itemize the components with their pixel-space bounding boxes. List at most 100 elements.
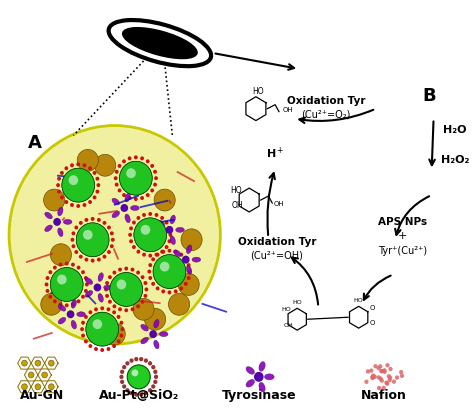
Circle shape xyxy=(91,259,94,262)
Circle shape xyxy=(81,334,85,337)
Circle shape xyxy=(105,294,109,298)
Circle shape xyxy=(95,177,100,181)
Ellipse shape xyxy=(259,382,265,392)
Circle shape xyxy=(107,347,110,351)
Circle shape xyxy=(148,212,152,216)
Circle shape xyxy=(136,271,140,274)
Circle shape xyxy=(388,375,392,380)
Circle shape xyxy=(382,386,386,390)
Circle shape xyxy=(72,244,75,248)
Circle shape xyxy=(105,281,109,285)
Circle shape xyxy=(153,255,186,288)
Circle shape xyxy=(119,334,123,337)
Circle shape xyxy=(76,204,80,208)
Circle shape xyxy=(50,267,83,301)
Ellipse shape xyxy=(159,332,168,337)
Ellipse shape xyxy=(109,20,211,66)
Text: HO: HO xyxy=(230,186,242,195)
Circle shape xyxy=(134,357,138,361)
Circle shape xyxy=(94,347,98,351)
Circle shape xyxy=(379,377,383,381)
Circle shape xyxy=(62,168,94,202)
Ellipse shape xyxy=(125,193,130,202)
Circle shape xyxy=(387,374,391,379)
Circle shape xyxy=(370,375,374,379)
Circle shape xyxy=(179,253,183,257)
Circle shape xyxy=(129,239,133,243)
Circle shape xyxy=(81,270,85,274)
Text: OH: OH xyxy=(273,201,284,207)
Ellipse shape xyxy=(154,340,159,349)
Circle shape xyxy=(110,273,143,306)
Ellipse shape xyxy=(130,206,139,211)
Circle shape xyxy=(132,220,136,225)
Circle shape xyxy=(400,374,404,378)
Circle shape xyxy=(48,360,54,366)
Circle shape xyxy=(151,384,155,389)
Circle shape xyxy=(28,372,34,378)
Ellipse shape xyxy=(112,198,119,205)
Circle shape xyxy=(76,162,80,166)
Circle shape xyxy=(128,157,132,160)
Circle shape xyxy=(148,254,152,258)
Circle shape xyxy=(21,384,27,390)
Circle shape xyxy=(132,245,136,249)
Circle shape xyxy=(153,370,157,374)
Circle shape xyxy=(167,249,172,253)
Circle shape xyxy=(379,369,383,373)
Circle shape xyxy=(82,203,86,207)
Circle shape xyxy=(48,384,54,390)
Circle shape xyxy=(380,379,384,383)
Circle shape xyxy=(165,226,173,234)
Circle shape xyxy=(81,321,85,325)
Circle shape xyxy=(134,218,166,252)
Circle shape xyxy=(178,274,199,295)
Circle shape xyxy=(46,276,49,280)
Text: A: A xyxy=(28,134,42,152)
Circle shape xyxy=(148,263,152,267)
Ellipse shape xyxy=(141,337,148,344)
Text: Au-Pt@SiO₂: Au-Pt@SiO₂ xyxy=(99,389,179,402)
Circle shape xyxy=(365,379,369,384)
Text: HO: HO xyxy=(292,300,302,305)
Circle shape xyxy=(65,303,69,307)
Circle shape xyxy=(84,339,88,344)
Ellipse shape xyxy=(186,266,191,274)
Circle shape xyxy=(134,218,166,252)
Circle shape xyxy=(83,230,92,240)
Circle shape xyxy=(124,267,128,271)
Circle shape xyxy=(112,271,116,274)
Circle shape xyxy=(149,330,157,338)
Circle shape xyxy=(82,163,86,167)
Ellipse shape xyxy=(77,312,85,317)
Ellipse shape xyxy=(259,362,265,371)
Circle shape xyxy=(395,375,399,380)
Text: Oxidation Tyr: Oxidation Tyr xyxy=(287,96,365,106)
Circle shape xyxy=(62,168,94,202)
Ellipse shape xyxy=(85,290,92,297)
Circle shape xyxy=(53,218,61,226)
Circle shape xyxy=(100,348,104,352)
Circle shape xyxy=(104,288,108,291)
Circle shape xyxy=(142,253,146,257)
Circle shape xyxy=(91,217,94,221)
Circle shape xyxy=(377,375,381,379)
Circle shape xyxy=(378,364,383,368)
Circle shape xyxy=(139,357,143,361)
Circle shape xyxy=(366,369,370,374)
Ellipse shape xyxy=(45,212,52,219)
Circle shape xyxy=(154,189,175,211)
Circle shape xyxy=(144,358,148,363)
Circle shape xyxy=(104,323,125,345)
Circle shape xyxy=(167,226,172,230)
Circle shape xyxy=(84,315,88,319)
Circle shape xyxy=(148,361,152,365)
Ellipse shape xyxy=(58,228,63,236)
Circle shape xyxy=(107,225,111,229)
Circle shape xyxy=(120,380,124,384)
Circle shape xyxy=(77,266,81,269)
Circle shape xyxy=(129,358,134,363)
Circle shape xyxy=(117,339,120,344)
Circle shape xyxy=(384,380,389,385)
Circle shape xyxy=(380,369,384,373)
